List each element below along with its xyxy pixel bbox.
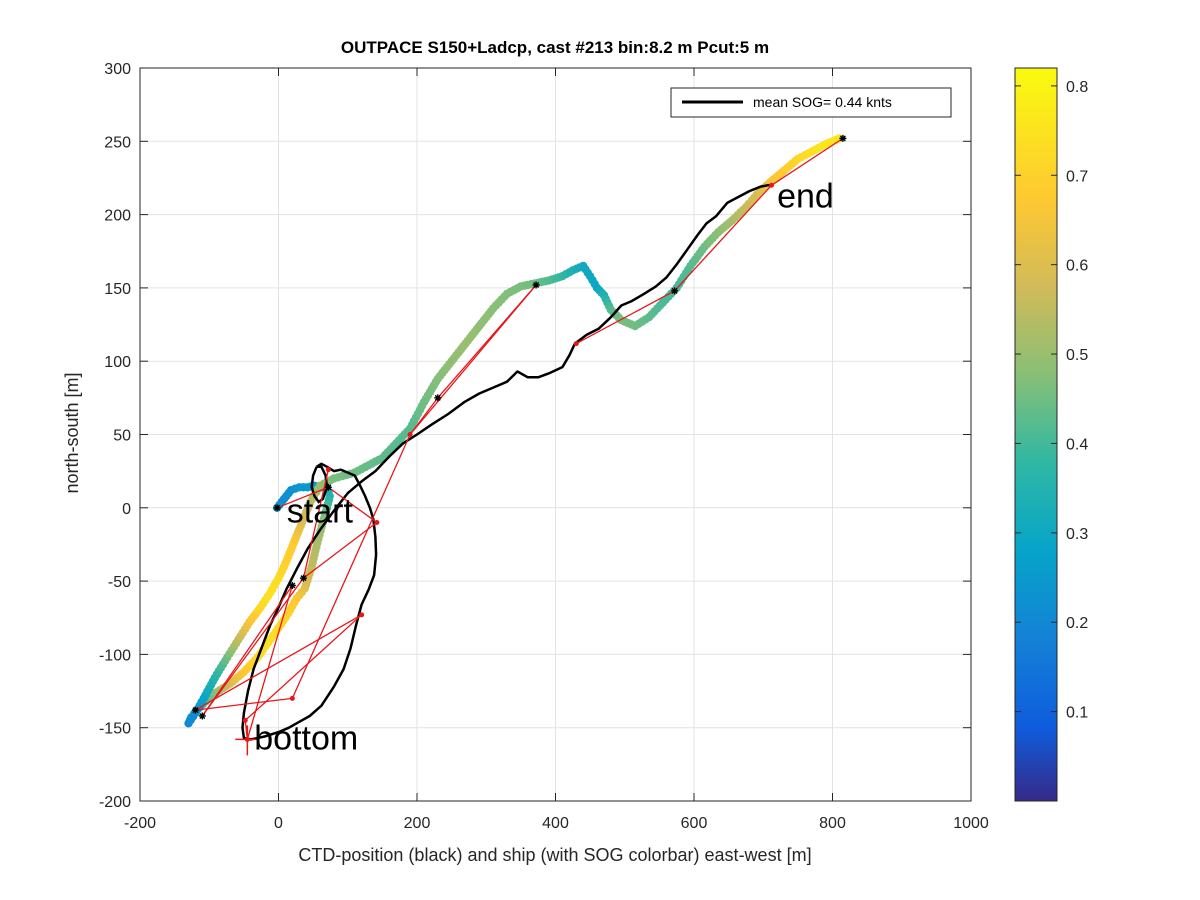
- red-segment: [409, 284, 537, 435]
- red-segment: [195, 614, 362, 711]
- star-point: [288, 581, 296, 589]
- x-tick-label: 400: [542, 815, 569, 832]
- annotation-start: start: [287, 492, 354, 530]
- red-point: [573, 341, 579, 347]
- red-point: [359, 612, 365, 618]
- red-point: [407, 432, 413, 437]
- red-segment: [771, 137, 844, 186]
- red-segment: [244, 614, 363, 721]
- colorbar-tick-label: 0.7: [1066, 168, 1088, 185]
- y-tick-label: 150: [104, 281, 131, 298]
- star-point: [191, 706, 199, 714]
- grid: [140, 68, 971, 801]
- legend: mean SOG= 0.44 knts: [670, 87, 952, 118]
- legend-label: mean SOG= 0.44 knts: [753, 94, 892, 110]
- x-tick-label: 0: [274, 815, 283, 832]
- x-tick-label: -200: [124, 815, 156, 832]
- red-segment: [276, 486, 329, 509]
- y-tick-label: 250: [104, 134, 131, 151]
- colorbar-tick-label: 0.4: [1066, 436, 1088, 453]
- bottom-cross-marker: [235, 725, 260, 756]
- annotation-bottom: bottom: [254, 720, 358, 758]
- red-segment: [291, 434, 411, 699]
- colorbar-tick-label: 0.1: [1066, 705, 1088, 722]
- x-tick-label: 200: [404, 815, 431, 832]
- colorbar-frame: [1014, 67, 1058, 802]
- red-point: [769, 182, 775, 188]
- y-tick-label: 200: [104, 208, 131, 225]
- colorbar-tick-label: 0.5: [1066, 347, 1088, 364]
- red-point: [325, 467, 331, 473]
- colorbar: 0.1 0.2 0.3 0.4 0.5 0.6 0.7 0.8: [1014, 67, 1088, 802]
- y-tick-label: 0: [122, 501, 131, 518]
- y-tick-label: -200: [99, 794, 131, 811]
- y-tick-label: 50: [113, 428, 131, 445]
- star-point: [671, 287, 679, 295]
- x-axis-ticks: -200 0 200 400 600 800 1000: [124, 68, 989, 832]
- colorbar-tick-label: 0.2: [1066, 615, 1088, 632]
- star-markers: [191, 134, 847, 720]
- y-tick-label: -150: [99, 721, 131, 738]
- star-point: [532, 281, 540, 289]
- x-tick-label: 1000: [953, 815, 989, 832]
- red-segment: [201, 585, 293, 717]
- red-segment: [201, 577, 304, 717]
- colorbar-tick-label: 0.8: [1066, 79, 1088, 96]
- red-segment: [302, 469, 329, 579]
- star-point: [839, 134, 847, 142]
- x-tick-label: 800: [819, 815, 846, 832]
- y-tick-label: 100: [104, 354, 131, 371]
- y-tick-label: -100: [99, 647, 131, 664]
- colorbar-gradient: [1015, 68, 1057, 801]
- red-segments: [195, 137, 844, 740]
- y-axis-label: north-south [m]: [62, 372, 82, 493]
- colorbar-tick-label: 0.3: [1066, 526, 1088, 543]
- star-point: [299, 574, 307, 582]
- red-segment: [246, 585, 293, 740]
- red-segment: [327, 486, 378, 523]
- x-tick-label: 600: [681, 815, 708, 832]
- red-segment: [195, 697, 293, 711]
- y-axis-ticks: -200 -150 -100 -50 0 50 100 150 200 250 300: [99, 61, 971, 811]
- star-point: [273, 504, 281, 512]
- y-tick-label: 300: [104, 61, 131, 78]
- star-point: [324, 483, 332, 491]
- star-point: [198, 712, 206, 720]
- annotation-end: end: [777, 177, 834, 215]
- chart-title: OUTPACE S150+Ladcp, cast #213 bin:8.2 m …: [341, 38, 769, 57]
- red-segment: [303, 521, 378, 579]
- colorbar-tick-label: 0.6: [1066, 258, 1088, 275]
- ctd-track-line: [241, 184, 772, 741]
- red-point: [242, 717, 248, 723]
- y-tick-label: -50: [108, 574, 131, 591]
- star-point: [434, 394, 442, 402]
- x-axis-label: CTD-position (black) and ship (with SOG …: [298, 845, 811, 865]
- red-point: [374, 519, 380, 525]
- red-markers: [242, 182, 775, 742]
- red-segment: [674, 184, 773, 292]
- red-point: [289, 695, 295, 701]
- colorbar-ticks: 0.1 0.2 0.3 0.4 0.5 0.6 0.7 0.8: [1015, 79, 1088, 722]
- red-segment: [575, 290, 675, 345]
